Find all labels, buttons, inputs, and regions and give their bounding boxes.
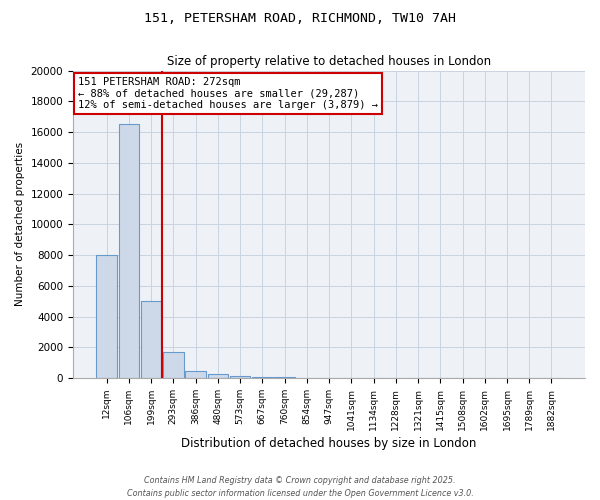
Bar — [119, 124, 139, 378]
Text: 151 PETERSHAM ROAD: 272sqm
← 88% of detached houses are smaller (29,287)
12% of : 151 PETERSHAM ROAD: 272sqm ← 88% of deta… — [78, 76, 378, 110]
Text: 151, PETERSHAM ROAD, RICHMOND, TW10 7AH: 151, PETERSHAM ROAD, RICHMOND, TW10 7AH — [144, 12, 456, 26]
Title: Size of property relative to detached houses in London: Size of property relative to detached ho… — [167, 55, 491, 68]
Bar — [163, 352, 184, 378]
Bar — [141, 302, 161, 378]
Y-axis label: Number of detached properties: Number of detached properties — [15, 142, 25, 306]
Bar — [208, 374, 228, 378]
Text: Contains HM Land Registry data © Crown copyright and database right 2025.
Contai: Contains HM Land Registry data © Crown c… — [127, 476, 473, 498]
Bar — [252, 376, 272, 378]
X-axis label: Distribution of detached houses by size in London: Distribution of detached houses by size … — [181, 437, 477, 450]
Bar — [96, 255, 117, 378]
Bar — [230, 376, 250, 378]
Bar — [185, 370, 206, 378]
